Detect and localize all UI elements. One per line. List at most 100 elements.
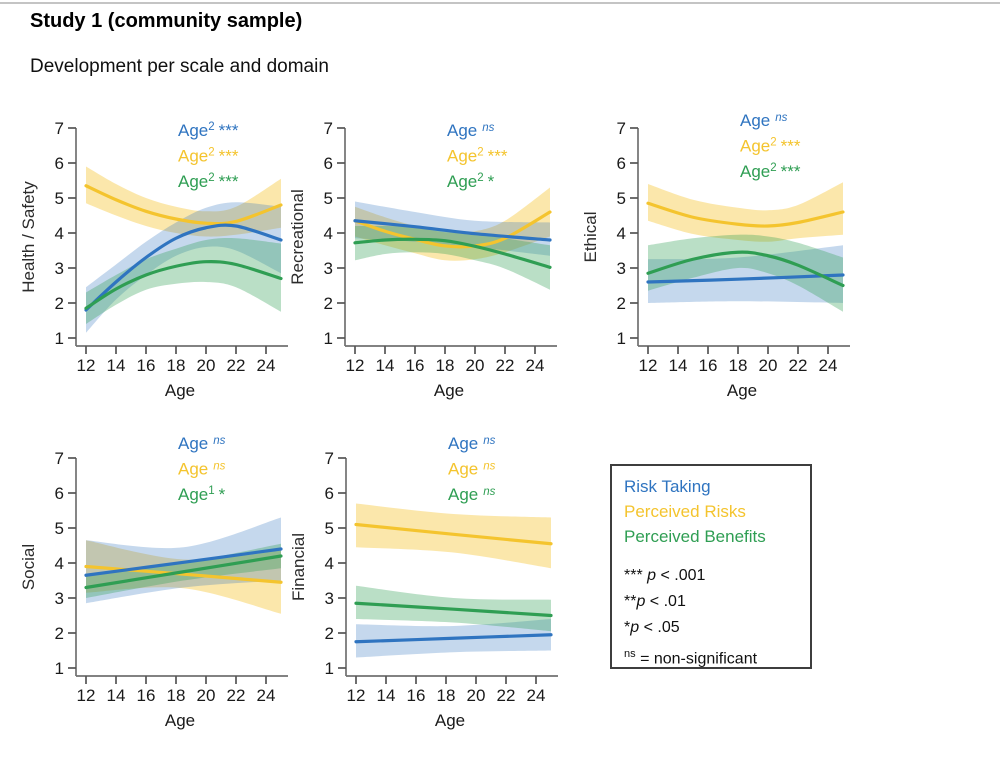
x-tick-label: 24 — [257, 356, 276, 375]
x-tick-label: 14 — [669, 356, 688, 375]
y-tick-label: 2 — [55, 624, 64, 643]
series-line-perceived_benefits — [84, 554, 283, 590]
legend-series-perceived_benefits: Perceived Benefits — [624, 527, 766, 546]
y-tick-label: 7 — [55, 449, 64, 468]
x-axis-title: Age — [165, 711, 195, 730]
confidence-band-perceived_benefits — [355, 225, 550, 290]
x-tick-label: 22 — [496, 356, 515, 375]
annotation-perceived_risks: Age2 *** — [178, 147, 239, 166]
x-axis-title: Age — [165, 381, 195, 400]
series-line-perceived_risks — [354, 522, 553, 546]
annotation-perceived_benefits: Age1 * — [178, 485, 226, 504]
y-tick-label: 7 — [324, 119, 333, 138]
annotation-perceived_benefits: Age2 * — [447, 172, 495, 191]
y-tick-label: 5 — [55, 519, 64, 538]
x-axis-title: Age — [435, 711, 465, 730]
x-tick-label: 20 — [197, 356, 216, 375]
top-rule — [0, 2, 1000, 4]
x-tick-label: 22 — [227, 356, 246, 375]
y-tick-label: 3 — [324, 259, 333, 278]
y-tick-label: 5 — [55, 189, 64, 208]
x-tick-label: 14 — [377, 686, 396, 705]
y-tick-label: 6 — [55, 484, 64, 503]
figure-title: Study 1 (community sample) — [30, 10, 303, 32]
x-tick-label: 22 — [227, 686, 246, 705]
annotation-perceived_risks: Age ns — [448, 460, 496, 479]
x-tick-label: 14 — [107, 356, 126, 375]
annotation-risk_taking: Age ns — [178, 434, 226, 453]
series-line-risk_taking — [84, 223, 283, 312]
confidence-band-risk_taking — [355, 201, 550, 256]
series-line-perceived_benefits — [84, 260, 283, 310]
y-tick-label: 7 — [617, 119, 626, 138]
x-tick-label: 16 — [137, 686, 156, 705]
y-tick-label: 7 — [325, 449, 334, 468]
series-line-perceived_risks — [353, 210, 552, 249]
y-tick-label: 1 — [324, 329, 333, 348]
y-tick-label: 2 — [55, 294, 64, 313]
series-line-risk_taking — [354, 633, 553, 644]
y-tick-label: 6 — [324, 154, 333, 173]
x-tick-label: 18 — [437, 686, 456, 705]
y-axis-title: Health / Safety — [20, 181, 38, 293]
confidence-band-perceived_benefits — [86, 238, 281, 324]
legend-series-risk_taking: Risk Taking — [624, 477, 711, 496]
annotation-perceived_benefits: Age2 *** — [178, 172, 239, 191]
y-tick-label: 4 — [55, 554, 64, 573]
x-tick-label: 24 — [257, 686, 276, 705]
y-tick-label: 6 — [55, 154, 64, 173]
annotation-risk_taking: Age ns — [740, 111, 788, 130]
x-tick-label: 18 — [729, 356, 748, 375]
series-line-perceived_risks — [84, 564, 283, 584]
y-axis-title: Ethical — [582, 211, 600, 262]
x-tick-label: 16 — [137, 356, 156, 375]
y-tick-label: 3 — [617, 259, 626, 278]
y-tick-label: 4 — [325, 554, 334, 573]
figure-subtitle: Development per scale and domain — [30, 56, 329, 77]
legend-series-perceived_risks: Perceived Risks — [624, 502, 746, 521]
y-tick-label: 4 — [617, 224, 626, 243]
series-line-risk_taking — [84, 547, 283, 577]
y-tick-label: 4 — [324, 224, 333, 243]
confidence-band-perceived_risks — [648, 182, 843, 242]
x-tick-label: 22 — [789, 356, 808, 375]
x-tick-label: 18 — [167, 686, 186, 705]
x-tick-label: 16 — [699, 356, 718, 375]
confidence-band-risk_taking — [86, 202, 281, 333]
series-line-perceived_risks — [84, 184, 283, 226]
y-tick-label: 1 — [617, 329, 626, 348]
series-line-perceived_benefits — [646, 250, 845, 288]
annotation-perceived_risks: Age2 *** — [447, 147, 508, 166]
y-tick-label: 5 — [324, 189, 333, 208]
y-axis-title: Recreational — [289, 189, 307, 284]
x-axis-title: Age — [434, 381, 464, 400]
y-tick-label: 5 — [617, 189, 626, 208]
y-tick-label: 2 — [617, 294, 626, 313]
y-tick-label: 5 — [325, 519, 334, 538]
series-line-perceived_benefits — [353, 237, 552, 269]
x-tick-label: 12 — [77, 356, 96, 375]
confidence-band-perceived_risks — [86, 166, 281, 237]
y-tick-label: 4 — [55, 224, 64, 243]
x-tick-label: 14 — [376, 356, 395, 375]
annotation-perceived_benefits: Age ns — [448, 485, 496, 504]
x-tick-label: 12 — [346, 356, 365, 375]
confidence-band-perceived_risks — [355, 187, 550, 261]
y-tick-label: 7 — [55, 119, 64, 138]
confidence-band-perceived_benefits — [648, 234, 843, 312]
x-tick-label: 20 — [467, 686, 486, 705]
y-tick-label: 6 — [617, 154, 626, 173]
x-tick-label: 12 — [639, 356, 658, 375]
x-tick-label: 22 — [497, 686, 516, 705]
x-tick-label: 24 — [819, 356, 838, 375]
legend-note: **p < .01 — [624, 593, 686, 610]
x-tick-label: 14 — [107, 686, 126, 705]
x-tick-label: 24 — [526, 356, 545, 375]
legend-spacer — [624, 549, 798, 563]
y-axis-title: Social — [20, 544, 38, 590]
